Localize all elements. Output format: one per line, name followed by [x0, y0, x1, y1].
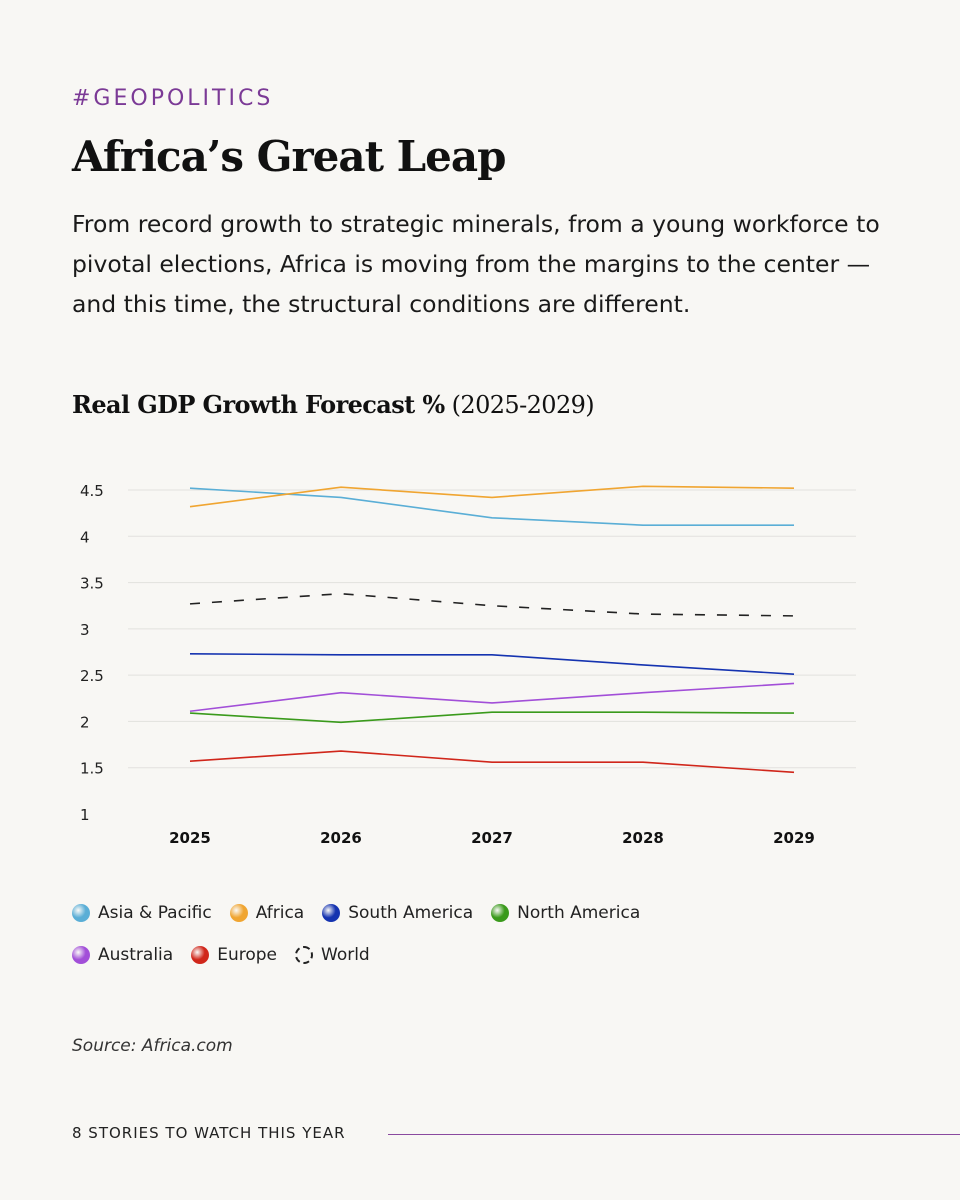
- x-tick-label: 2029: [773, 829, 815, 847]
- legend-label: South America: [348, 903, 474, 923]
- footer-divider: [388, 1134, 960, 1135]
- series-line-europe: [189, 750, 795, 774]
- legend-swatch: [491, 904, 510, 922]
- legend-swatch: [72, 946, 90, 964]
- legend-item: Europe: [191, 945, 277, 965]
- legend-swatch: [191, 946, 210, 964]
- page-subtitle: From record growth to strategic minerals…: [72, 210, 880, 318]
- legend-row: Australia Europe World: [72, 940, 712, 970]
- series-line-north-america: [189, 711, 795, 724]
- source-note: Source: Africa.com: [72, 1036, 233, 1056]
- gdp-line-chart: 1 1.5 2 2.5 3 3.5 4 4.5 2025 2026 2027 2028 2029: [80, 482, 856, 847]
- y-tick-label: 2.5: [80, 667, 104, 685]
- series-line-world: [189, 592, 795, 617]
- hashtag-label: #GEOPOLITICS: [72, 86, 274, 111]
- chart-legend: Asia & Pacific Africa South America North A…: [72, 898, 712, 982]
- series-line-australia: [189, 682, 795, 713]
- series-line-asia-pacific: [189, 487, 794, 526]
- legend-swatch: [72, 904, 90, 922]
- legend-swatch: [229, 904, 248, 922]
- y-tick-label: 4.5: [80, 482, 104, 500]
- page-title: Africa’s Great Leap: [72, 132, 506, 181]
- legend-label: Asia & Pacific: [98, 903, 212, 923]
- series-line-africa: [189, 485, 795, 508]
- y-tick-label: 4: [80, 528, 90, 546]
- chart-title-range: (2025-2029): [444, 391, 595, 419]
- legend-item: World: [295, 945, 370, 965]
- legend-item: Africa: [229, 903, 305, 923]
- x-tick-label: 2028: [622, 829, 664, 847]
- legend-swatch: [295, 946, 313, 964]
- x-tick-label: 2025: [169, 829, 211, 847]
- legend-label: Europe: [217, 945, 277, 965]
- series-line-south-america: [189, 653, 795, 676]
- x-tick-label: 2027: [471, 829, 513, 847]
- chart-title: Real GDP Growth Forecast % (2025-2029): [72, 390, 595, 419]
- legend-item: Asia & Pacific: [72, 903, 212, 923]
- y-tick-label: 3.5: [80, 575, 104, 593]
- chart-title-main: Real GDP Growth Forecast %: [72, 390, 445, 419]
- legend-row: Asia & Pacific Africa South America North A…: [72, 898, 712, 928]
- legend-item: Australia: [72, 945, 173, 965]
- legend-label: World: [321, 945, 370, 965]
- legend-swatch: [322, 904, 341, 922]
- y-tick-label: 2: [80, 713, 90, 731]
- legend-label: Australia: [98, 945, 174, 965]
- x-tick-label: 2026: [320, 829, 362, 847]
- y-tick-label: 1: [80, 806, 90, 824]
- legend-item: North America: [491, 903, 640, 923]
- legend-label: Africa: [255, 903, 305, 923]
- y-tick-label: 3: [80, 621, 90, 639]
- legend-label: North America: [517, 903, 641, 923]
- legend-item: South America: [322, 903, 473, 923]
- y-tick-label: 1.5: [80, 760, 104, 778]
- footer-label: 8 STORIES TO WATCH THIS YEAR: [72, 1124, 346, 1142]
